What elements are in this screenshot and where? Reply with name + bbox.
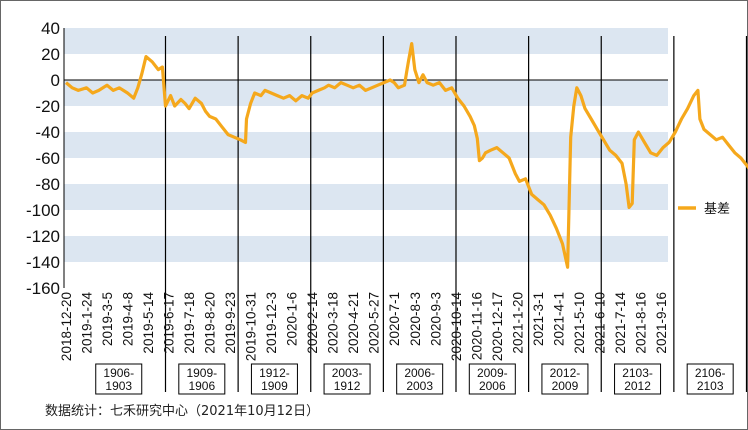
x-tick-label: 2020-10-14 — [449, 292, 464, 362]
x-tick-label: 2020-8-3 — [408, 292, 423, 346]
contract-label-box — [686, 363, 734, 395]
gridband — [64, 28, 668, 54]
y-tick-label: 0 — [51, 71, 60, 90]
y-tick-label: -100 — [26, 201, 60, 220]
contract-label: 1909- — [186, 366, 217, 380]
contract-label: 2006- — [404, 366, 435, 380]
x-tick-label: 2021-8-16 — [633, 292, 648, 354]
contract-label: 1906 — [188, 379, 215, 393]
x-tick-label: 2019-3-5 — [100, 292, 115, 346]
contract-label: 1906- — [103, 366, 134, 380]
contract-label: 2106- — [695, 366, 726, 380]
contract-label: 2012- — [550, 366, 581, 380]
x-tick-label: 2019-7-18 — [182, 292, 197, 354]
contract-label-box — [323, 363, 371, 395]
contract-label: 1903 — [105, 379, 132, 393]
contract-label-box — [250, 363, 298, 395]
y-tick-label: -40 — [35, 123, 60, 142]
x-tick-label: 2019-5-14 — [141, 292, 156, 354]
gridband — [64, 184, 668, 210]
x-tick-label: 2021-7-14 — [613, 292, 628, 354]
x-tick-label: 2019-12-3 — [264, 292, 279, 354]
x-tick-label: 2020-4-21 — [346, 292, 361, 354]
y-tick-label: 20 — [41, 45, 60, 64]
x-tick-label: 2019-6-17 — [162, 292, 177, 354]
gridband — [64, 132, 668, 158]
y-tick-label: 40 — [41, 19, 60, 38]
x-tick-label: 2021-9-16 — [654, 292, 669, 354]
contract-label-box — [541, 363, 589, 395]
x-tick-label: 2020-1-6 — [285, 292, 300, 346]
contract-label-box — [614, 363, 662, 395]
x-tick-label: 2020-11-16 — [469, 292, 484, 360]
contract-label: 2009- — [477, 366, 508, 380]
contract-label: 2103 — [697, 379, 724, 393]
y-tick-label: -60 — [35, 149, 60, 168]
contract-label: 1909 — [261, 379, 288, 393]
contract-label: 2103- — [622, 366, 653, 380]
y-tick-label: -80 — [35, 175, 60, 194]
y-tick-label: -20 — [35, 97, 60, 116]
x-tick-label: 2019-8-20 — [203, 292, 218, 354]
contract-label: 1912- — [259, 366, 290, 380]
y-tick-label: -140 — [26, 253, 60, 272]
x-tick-label: 2021-4-1 — [551, 292, 566, 346]
x-tick-label: 2019-9-23 — [223, 292, 238, 354]
x-tick-label: 2020-2-14 — [305, 292, 320, 354]
gridband — [64, 236, 668, 262]
x-tick-label: 2020-3-18 — [326, 292, 341, 354]
x-tick-label: 2020-7-1 — [387, 292, 402, 346]
y-tick-label: -160 — [26, 279, 60, 298]
contract-label-box — [178, 363, 226, 395]
x-tick-label: 2020-5-27 — [367, 292, 382, 354]
legend-label: 基差 — [704, 202, 730, 217]
source-note: 数据统计：七禾研究中心（2021年10月12日） — [45, 404, 320, 419]
x-tick-label: 2018-12-20 — [59, 292, 74, 361]
contract-label: 2003- — [332, 366, 363, 380]
contract-label-box — [95, 363, 143, 395]
x-tick-label: 2021-3-1 — [531, 292, 546, 346]
x-tick-label: 2021-1-20 — [510, 292, 525, 354]
x-tick-label: 2020-9-3 — [428, 292, 443, 346]
x-tick-label: 2019-1-24 — [80, 292, 95, 354]
contract-label-box — [468, 363, 516, 395]
contract-label: 2009 — [552, 379, 579, 393]
contract-label: 1912 — [334, 379, 361, 393]
x-tick-label: 2019-4-8 — [121, 292, 136, 346]
x-tick-label: 2021-5-10 — [572, 292, 587, 354]
x-tick-label: 2019-10-31 — [244, 292, 259, 361]
contract-label: 2012 — [624, 379, 651, 393]
x-tick-label: 2020-12-17 — [490, 292, 505, 361]
series-line — [64, 42, 748, 269]
x-tick-label: 2021-6-10 — [592, 292, 607, 354]
contract-label-box — [396, 363, 444, 395]
y-tick-label: -120 — [26, 227, 60, 246]
contract-label: 2003 — [406, 379, 433, 393]
contract-label: 2006 — [479, 379, 506, 393]
